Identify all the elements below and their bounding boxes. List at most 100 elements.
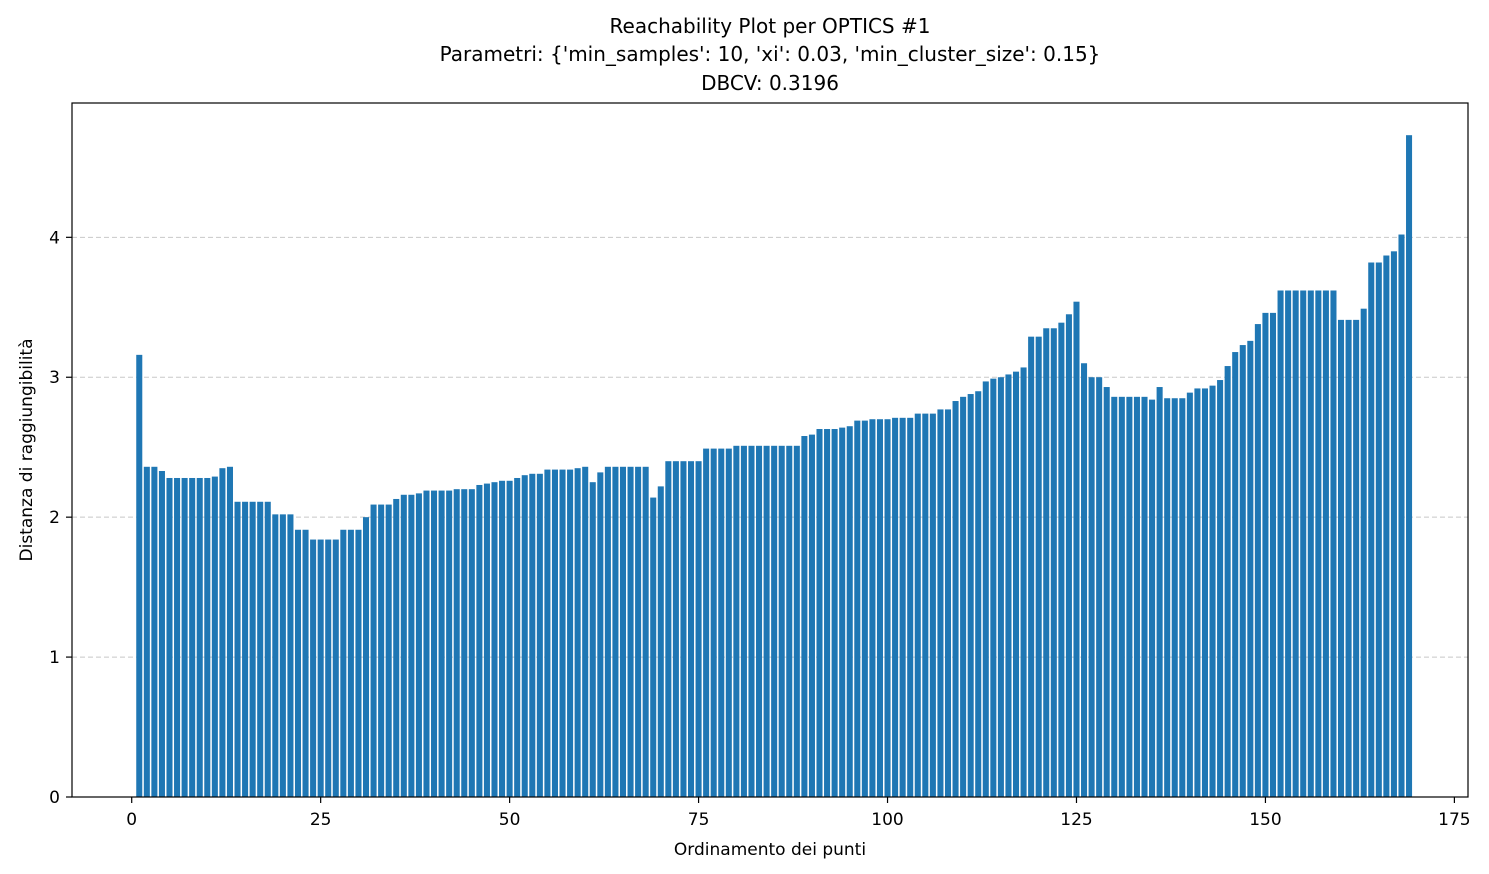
bar: [1058, 322, 1065, 797]
bar: [521, 475, 528, 797]
bar: [786, 445, 793, 797]
bar: [317, 539, 324, 797]
bar: [476, 484, 483, 797]
bar: [1353, 319, 1360, 797]
bar: [1368, 262, 1375, 797]
bar: [249, 501, 256, 797]
bar: [136, 354, 143, 797]
bar: [1375, 262, 1382, 797]
bar: [725, 448, 732, 797]
bar: [279, 514, 286, 797]
bar: [166, 477, 173, 797]
bar: [302, 529, 309, 797]
bar: [937, 409, 944, 797]
bar: [907, 417, 914, 797]
bar: [325, 539, 332, 797]
bar: [1201, 388, 1208, 797]
bar: [536, 473, 543, 797]
bar: [151, 466, 158, 797]
bar: [264, 501, 271, 797]
bar: [378, 504, 385, 797]
bar: [196, 477, 203, 797]
bar: [650, 497, 657, 797]
bar: [408, 494, 415, 797]
bar: [1262, 312, 1269, 797]
bar: [1103, 387, 1110, 797]
x-tick-label: 175: [1438, 810, 1470, 830]
bar: [370, 504, 377, 797]
bar: [1065, 314, 1072, 797]
y-tick-label: 1: [49, 648, 60, 668]
bar: [574, 468, 581, 797]
bar: [899, 417, 906, 797]
bar: [438, 490, 445, 797]
bar: [234, 501, 241, 797]
bar: [642, 466, 649, 797]
bar: [997, 377, 1004, 797]
bar: [869, 419, 876, 797]
bars: [136, 135, 1413, 798]
x-tick-label: 75: [688, 810, 710, 830]
bar: [929, 413, 936, 797]
bar: [793, 445, 800, 797]
bar: [824, 429, 831, 797]
bar: [665, 461, 672, 797]
bar: [1050, 328, 1057, 797]
bar: [695, 461, 702, 797]
bar: [619, 466, 627, 797]
bar: [952, 401, 959, 797]
bar: [1156, 387, 1163, 797]
bar: [778, 445, 785, 797]
bar: [718, 448, 725, 797]
bar: [310, 539, 317, 797]
bar: [1390, 251, 1397, 797]
bar: [340, 529, 347, 797]
bar: [710, 448, 717, 797]
bar: [446, 490, 453, 797]
y-ticks: 0 1 2 3 4: [49, 228, 72, 808]
x-tick-label: 125: [1060, 810, 1092, 830]
bar: [733, 445, 740, 797]
bar: [1186, 392, 1193, 797]
bar: [1224, 366, 1231, 797]
bar: [1292, 290, 1299, 797]
bar: [499, 480, 506, 797]
bar: [680, 461, 687, 797]
bar: [687, 461, 695, 797]
bar: [763, 445, 770, 797]
bar: [1118, 396, 1125, 797]
x-tick-label: 100: [871, 810, 903, 830]
bar: [355, 529, 362, 797]
bar: [1406, 135, 1413, 797]
bar: [876, 419, 883, 797]
bar: [423, 490, 430, 797]
bar: [468, 489, 475, 797]
bar: [385, 504, 392, 797]
bar: [589, 482, 596, 797]
bar: [529, 473, 536, 797]
bar: [627, 466, 634, 797]
bar: [219, 468, 226, 797]
bar: [514, 477, 521, 797]
y-tick-label: 4: [49, 228, 60, 248]
x-tick-label: 25: [310, 810, 332, 830]
x-tick-label: 0: [126, 810, 137, 830]
bar: [189, 477, 196, 797]
bar: [1345, 319, 1352, 797]
bar: [1081, 363, 1088, 797]
bar: [703, 448, 710, 797]
bar: [453, 489, 460, 797]
x-tick-label: 150: [1249, 810, 1281, 830]
bar: [1133, 396, 1140, 797]
bar: [1164, 398, 1171, 797]
bar: [1096, 377, 1103, 797]
bar: [884, 419, 891, 797]
bar: [1043, 328, 1050, 797]
bar: [1088, 377, 1095, 797]
bar: [393, 498, 400, 797]
bar: [1217, 380, 1224, 797]
y-axis-label: Distanza di raggiungibilità: [17, 338, 37, 561]
bar: [211, 476, 218, 797]
bar: [242, 501, 249, 797]
bar: [801, 436, 808, 797]
